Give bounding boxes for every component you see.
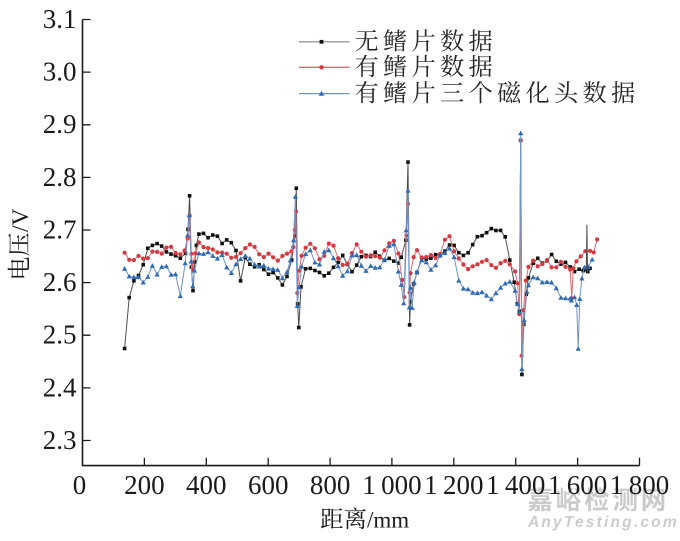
svg-text:1 200: 1 200 bbox=[424, 470, 483, 500]
svg-text:/V: /V bbox=[8, 208, 34, 232]
svg-text:1 400: 1 400 bbox=[486, 470, 545, 500]
svg-text:1 600: 1 600 bbox=[548, 470, 607, 500]
svg-text:2.7: 2.7 bbox=[43, 214, 77, 244]
svg-text:3.1: 3.1 bbox=[43, 4, 77, 34]
svg-text:3.0: 3.0 bbox=[43, 57, 77, 87]
svg-text:800: 800 bbox=[310, 470, 351, 500]
svg-text:2.3: 2.3 bbox=[43, 425, 77, 455]
svg-text:600: 600 bbox=[248, 470, 289, 500]
svg-text:200: 200 bbox=[124, 470, 165, 500]
svg-text:1 000: 1 000 bbox=[362, 470, 421, 500]
svg-text:1 800: 1 800 bbox=[610, 470, 669, 500]
svg-text:2.9: 2.9 bbox=[43, 109, 77, 139]
svg-text:AnyTesting.com: AnyTesting.com bbox=[527, 514, 679, 531]
svg-text:0: 0 bbox=[73, 470, 87, 500]
svg-text:2.4: 2.4 bbox=[43, 372, 77, 402]
svg-text:/mm: /mm bbox=[367, 507, 409, 532]
svg-text:2.6: 2.6 bbox=[43, 267, 77, 297]
svg-text:2.5: 2.5 bbox=[43, 320, 77, 350]
svg-text:400: 400 bbox=[186, 470, 227, 500]
svg-text:2.8: 2.8 bbox=[43, 162, 77, 192]
